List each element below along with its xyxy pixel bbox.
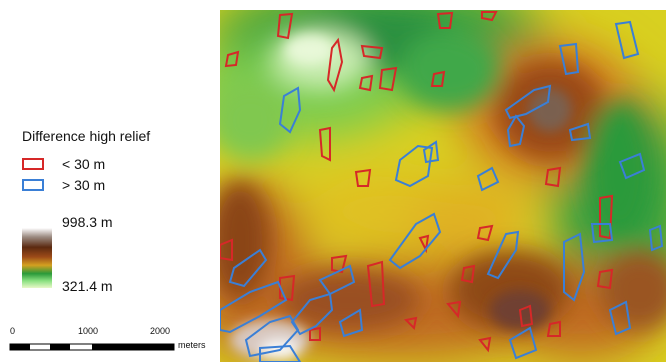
legend-label-low-relief: < 30 m [62, 155, 106, 172]
elevation-map [220, 10, 666, 362]
legend-title: Difference high relief [22, 128, 151, 144]
legend-item-high-relief: > 30 m [22, 176, 105, 193]
elevation-color-ramp [22, 228, 52, 288]
scalebar [9, 343, 175, 351]
elevation-raster [220, 10, 666, 362]
scalebar-unit: meters [178, 340, 206, 350]
elevation-max-label: 998.3 m [62, 214, 113, 230]
elevation-min-label: 321.4 m [62, 278, 113, 294]
legend-swatch-high-relief [22, 178, 44, 191]
legend-swatch-low-relief [22, 157, 44, 170]
legend-label-high-relief: > 30 m [62, 176, 106, 193]
high-relief-polygons [220, 20, 664, 362]
low-relief-polygons [220, 11, 614, 353]
legend-item-low-relief: < 30 m [22, 155, 105, 172]
scalebar-tick-0: 0 [10, 326, 16, 336]
scalebar-tick-1000: 1000 [78, 326, 99, 336]
scalebar-tick-2000: 2000 [150, 326, 171, 336]
